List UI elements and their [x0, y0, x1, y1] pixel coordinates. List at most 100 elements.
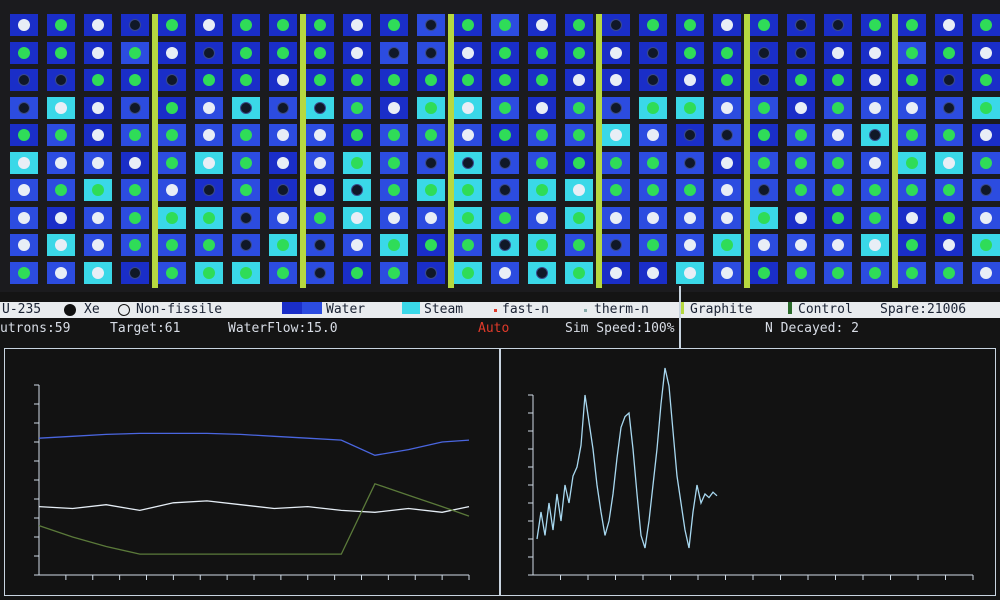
reactor-cell[interactable] — [750, 41, 778, 64]
reactor-cell[interactable] — [454, 206, 482, 229]
reactor-cell[interactable] — [232, 234, 260, 256]
reactor-cell[interactable] — [232, 41, 260, 64]
reactor-cell[interactable] — [713, 69, 741, 91]
reactor-cell[interactable] — [306, 41, 334, 64]
reactor-cell[interactable] — [491, 69, 519, 91]
reactor-cell[interactable] — [750, 151, 778, 174]
reactor-cell[interactable] — [380, 261, 408, 284]
reactor-cell[interactable] — [639, 41, 667, 64]
reactor-cell[interactable] — [417, 124, 445, 146]
reactor-cell[interactable] — [639, 69, 667, 91]
reactor-cell[interactable] — [380, 206, 408, 229]
reactor-cell[interactable] — [565, 234, 593, 256]
reactor-cell[interactable] — [639, 14, 667, 36]
reactor-cell[interactable] — [454, 234, 482, 256]
reactor-cell[interactable] — [121, 234, 149, 256]
reactor-cell[interactable] — [269, 69, 297, 91]
reactor-cell[interactable] — [713, 206, 741, 229]
reactor-cell[interactable] — [454, 261, 482, 284]
reactor-cell[interactable] — [639, 124, 667, 146]
reactor-cell[interactable] — [306, 14, 334, 36]
reactor-cell[interactable] — [84, 179, 112, 201]
reactor-cell[interactable] — [47, 69, 75, 91]
reactor-cell[interactable] — [158, 151, 186, 174]
reactor-cell[interactable] — [787, 206, 815, 229]
reactor-cell[interactable] — [935, 69, 963, 91]
reactor-cell[interactable] — [639, 206, 667, 229]
reactor-cell[interactable] — [380, 69, 408, 91]
reactor-cell[interactable] — [676, 14, 704, 36]
reactor-cell[interactable] — [84, 69, 112, 91]
reactor-cell[interactable] — [491, 234, 519, 256]
reactor-cell[interactable] — [787, 96, 815, 119]
reactor-cell[interactable] — [158, 124, 186, 146]
reactor-cell[interactable] — [121, 14, 149, 36]
reactor-cell[interactable] — [10, 124, 38, 146]
reactor-cell[interactable] — [491, 261, 519, 284]
reactor-cell[interactable] — [528, 151, 556, 174]
reactor-cell[interactable] — [84, 124, 112, 146]
reactor-cell[interactable] — [232, 151, 260, 174]
reactor-cell[interactable] — [750, 124, 778, 146]
reactor-cell[interactable] — [750, 234, 778, 256]
reactor-cell[interactable] — [306, 96, 334, 119]
reactor-cell[interactable] — [898, 261, 926, 284]
reactor-cell[interactable] — [343, 234, 371, 256]
reactor-cell[interactable] — [935, 151, 963, 174]
reactor-cell[interactable] — [195, 96, 223, 119]
reactor-cell[interactable] — [10, 206, 38, 229]
reactor-cell[interactable] — [750, 69, 778, 91]
reactor-cell[interactable] — [602, 124, 630, 146]
reactor-cell[interactable] — [158, 96, 186, 119]
reactor-cell[interactable] — [306, 179, 334, 201]
reactor-cell[interactable] — [232, 179, 260, 201]
reactor-cell[interactable] — [195, 124, 223, 146]
reactor-cell[interactable] — [10, 151, 38, 174]
reactor-cell[interactable] — [824, 14, 852, 36]
reactor-cell[interactable] — [935, 14, 963, 36]
reactor-cell[interactable] — [491, 124, 519, 146]
reactor-cell[interactable] — [972, 151, 1000, 174]
reactor-cell[interactable] — [121, 96, 149, 119]
reactor-cell[interactable] — [750, 179, 778, 201]
reactor-cell[interactable] — [417, 96, 445, 119]
reactor-cell[interactable] — [861, 234, 889, 256]
reactor-cell[interactable] — [861, 206, 889, 229]
reactor-cell[interactable] — [491, 206, 519, 229]
reactor-cell[interactable] — [787, 151, 815, 174]
reactor-cell[interactable] — [972, 179, 1000, 201]
reactor-cell[interactable] — [417, 151, 445, 174]
reactor-cell[interactable] — [417, 261, 445, 284]
reactor-cell[interactable] — [232, 261, 260, 284]
reactor-cell[interactable] — [158, 41, 186, 64]
reactor-cell[interactable] — [343, 14, 371, 36]
reactor-cell[interactable] — [935, 234, 963, 256]
reactor-cell[interactable] — [158, 179, 186, 201]
reactor-cell[interactable] — [10, 69, 38, 91]
reactor-cell[interactable] — [898, 96, 926, 119]
reactor-cell[interactable] — [824, 96, 852, 119]
reactor-cell[interactable] — [898, 206, 926, 229]
reactor-cell[interactable] — [935, 179, 963, 201]
reactor-cell[interactable] — [787, 14, 815, 36]
reactor-cell[interactable] — [269, 124, 297, 146]
reactor-cell[interactable] — [306, 69, 334, 91]
reactor-cell[interactable] — [10, 179, 38, 201]
reactor-cell[interactable] — [972, 69, 1000, 91]
reactor-cell[interactable] — [380, 14, 408, 36]
reactor-cell[interactable] — [343, 69, 371, 91]
reactor-cell[interactable] — [380, 41, 408, 64]
reactor-cell[interactable] — [491, 41, 519, 64]
reactor-cell[interactable] — [713, 96, 741, 119]
reactor-cell[interactable] — [972, 206, 1000, 229]
reactor-cell[interactable] — [750, 96, 778, 119]
reactor-cell[interactable] — [861, 96, 889, 119]
reactor-cell[interactable] — [232, 124, 260, 146]
reactor-cell[interactable] — [343, 206, 371, 229]
mode-indicator[interactable]: Auto — [478, 321, 510, 336]
reactor-cell[interactable] — [158, 261, 186, 284]
reactor-cell[interactable] — [639, 179, 667, 201]
reactor-cell[interactable] — [565, 41, 593, 64]
reactor-cell[interactable] — [565, 124, 593, 146]
reactor-cell[interactable] — [47, 96, 75, 119]
